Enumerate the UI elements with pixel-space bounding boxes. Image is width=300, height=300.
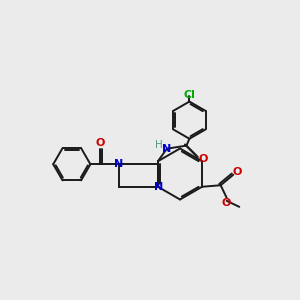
Text: N: N — [162, 144, 172, 154]
Text: Cl: Cl — [184, 90, 195, 100]
Text: O: O — [96, 138, 105, 148]
Text: O: O — [233, 167, 242, 177]
Text: H: H — [154, 140, 162, 150]
Text: N: N — [114, 159, 123, 169]
Text: N: N — [154, 182, 163, 192]
Text: O: O — [222, 198, 231, 208]
Text: O: O — [199, 154, 208, 164]
